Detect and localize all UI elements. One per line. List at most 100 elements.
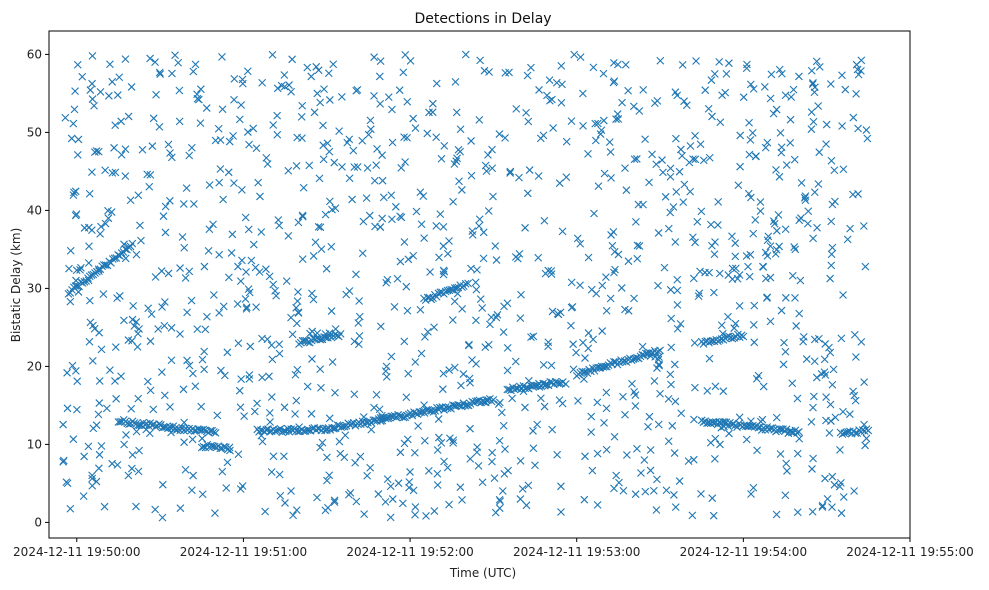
data-point	[529, 332, 538, 341]
data-point	[523, 71, 532, 80]
data-point	[234, 262, 242, 271]
data-point	[810, 188, 819, 197]
data-point	[245, 371, 254, 379]
data-point	[158, 303, 166, 311]
data-point	[517, 290, 525, 299]
data-point	[158, 480, 167, 489]
data-point	[359, 217, 368, 226]
data-point	[821, 340, 830, 348]
data-point	[88, 168, 96, 177]
data-point	[792, 322, 801, 330]
data-point	[382, 278, 391, 287]
data-point	[104, 214, 113, 223]
data-point	[641, 135, 649, 144]
data-point	[630, 294, 638, 303]
data-point	[280, 403, 289, 412]
data-point	[245, 140, 253, 149]
data-point	[217, 366, 225, 375]
data-point	[557, 98, 566, 107]
data-point	[725, 59, 733, 68]
data-point	[656, 346, 664, 355]
data-point	[121, 172, 130, 181]
data-point	[376, 57, 385, 66]
data-point	[631, 217, 640, 226]
data-point	[513, 254, 522, 263]
data-point	[187, 143, 196, 152]
data-point	[218, 52, 226, 61]
data-point	[630, 387, 639, 396]
data-point	[160, 321, 169, 330]
data-point	[853, 65, 862, 74]
data-point	[134, 329, 142, 338]
data-point	[113, 91, 122, 99]
data-point	[352, 497, 361, 506]
data-point	[370, 92, 378, 100]
data-point	[777, 306, 786, 315]
data-point	[108, 77, 117, 86]
data-point	[850, 330, 859, 339]
data-point	[400, 133, 408, 141]
data-point	[776, 128, 785, 137]
data-point	[535, 86, 543, 94]
data-point	[348, 195, 357, 204]
data-point	[710, 250, 719, 259]
data-point	[831, 413, 840, 422]
data-point	[400, 337, 409, 346]
data-point	[838, 122, 846, 130]
data-point	[252, 303, 261, 312]
data-point	[324, 69, 333, 78]
data-point	[639, 85, 648, 94]
data-point	[646, 466, 655, 475]
data-point	[537, 394, 545, 403]
data-point	[584, 253, 593, 262]
data-point	[97, 222, 105, 231]
data-point	[576, 53, 585, 62]
data-point	[130, 322, 139, 330]
data-point	[809, 117, 818, 126]
data-point	[488, 457, 496, 466]
data-point	[489, 395, 498, 404]
data-point	[684, 457, 693, 466]
data-point	[420, 436, 429, 445]
data-point	[269, 452, 278, 461]
data-point	[488, 164, 497, 173]
data-point	[120, 316, 128, 325]
data-point	[214, 124, 223, 133]
data-point	[220, 371, 229, 380]
data-point	[648, 150, 656, 159]
data-point	[99, 290, 108, 299]
data-point	[637, 469, 645, 477]
data-point	[202, 104, 211, 112]
data-point	[95, 377, 104, 385]
data-point	[273, 130, 282, 139]
data-point	[419, 192, 428, 201]
data-point	[717, 321, 726, 330]
data-point	[319, 155, 328, 164]
data-point	[372, 390, 381, 399]
data-point	[827, 261, 836, 270]
data-point	[695, 289, 704, 298]
data-point	[265, 408, 274, 417]
data-point	[213, 411, 222, 420]
data-point	[653, 475, 661, 484]
data-point	[810, 357, 819, 366]
data-point	[211, 509, 219, 518]
data-point	[275, 349, 284, 358]
data-point	[772, 413, 781, 422]
data-point	[512, 104, 521, 113]
data-point	[633, 254, 642, 263]
data-point	[499, 421, 508, 430]
data-point	[238, 185, 246, 194]
data-point	[826, 348, 835, 357]
data-point	[680, 97, 688, 106]
data-point	[610, 484, 618, 493]
data-point	[110, 143, 118, 152]
data-point	[839, 493, 848, 501]
data-point	[303, 63, 312, 72]
data-point	[850, 487, 858, 495]
data-point	[87, 226, 96, 234]
data-point	[219, 302, 228, 311]
data-point	[242, 303, 251, 312]
data-point	[335, 437, 344, 446]
